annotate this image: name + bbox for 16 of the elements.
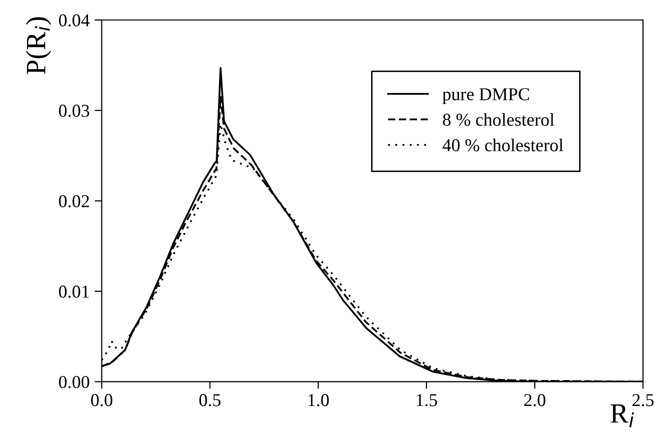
y-axis-title: P(R$_{i}$) xyxy=(26,17,52,74)
y-tick-label: 0.00 xyxy=(58,376,90,388)
legend-label: pure DMPC xyxy=(442,88,530,104)
legend-label: 40 % cholesterol xyxy=(442,138,564,152)
x-tick-label: 2.0 xyxy=(524,394,546,406)
x-axis-title: R$_{i}$ xyxy=(610,404,634,428)
x-tick-label: 0.0 xyxy=(91,394,112,406)
x-tick-label: 2.5 xyxy=(632,394,654,406)
y-tick-label: 0.02 xyxy=(58,195,89,208)
y-tick-label: 0.03 xyxy=(58,104,90,117)
x-tick-label: 1.5 xyxy=(416,394,438,406)
x-tick-label: 0.5 xyxy=(199,394,221,406)
y-tick-label: 0.01 xyxy=(58,286,89,298)
y-tick-label: 0.04 xyxy=(58,14,90,27)
x-tick-label: 1.0 xyxy=(308,394,329,406)
legend-label: 8 % cholesterol xyxy=(442,113,554,126)
